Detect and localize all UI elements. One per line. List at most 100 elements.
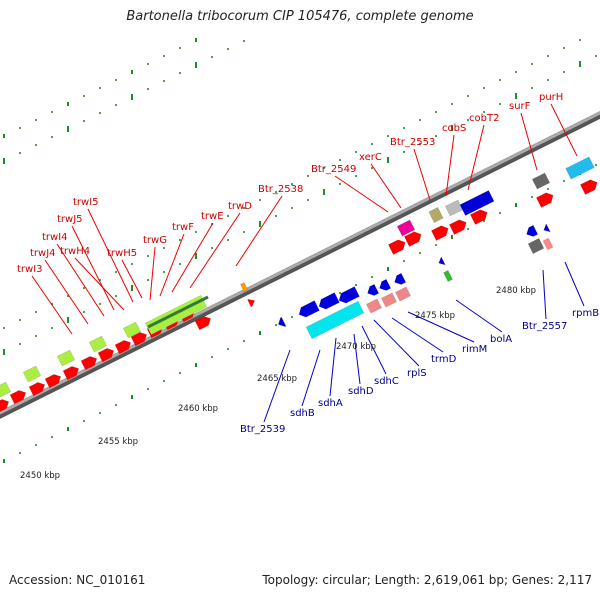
reverse-cds	[367, 283, 380, 296]
forward-cds	[431, 225, 449, 241]
leader-line	[455, 299, 503, 333]
leader-line	[520, 112, 538, 171]
leader-lines-layer	[31, 103, 585, 423]
reverse-cds-shape	[318, 292, 340, 310]
scale-tick-label: 2455 kbp	[98, 437, 138, 447]
reverse-cds	[394, 272, 407, 285]
gene-block	[565, 156, 595, 180]
forward-cds	[388, 239, 406, 255]
map-title: Bartonella tribocorum CIP 105476, comple…	[126, 9, 474, 24]
gene-block	[88, 335, 108, 353]
gene-block	[428, 207, 444, 223]
gene-block-cyan-shape	[305, 300, 365, 340]
gene-label-top: Btr_2549	[311, 164, 356, 175]
reverse-cds-shape	[438, 256, 446, 266]
leader-line	[467, 124, 485, 191]
leader-line	[74, 257, 125, 311]
leader-line	[171, 222, 214, 293]
gene-block	[459, 190, 495, 216]
forward-cds-shape	[0, 399, 10, 414]
reverse-cds	[438, 256, 446, 266]
forward-cds	[97, 348, 115, 363]
gene-label-bottom: bolA	[490, 334, 512, 345]
gene-label-top: Btr_2553	[390, 137, 435, 148]
leader-line	[121, 259, 143, 299]
gene-block-shape	[531, 172, 551, 190]
gene-block-green	[443, 270, 453, 282]
gene-block	[0, 381, 12, 399]
gene-label-top: trwG	[143, 235, 167, 246]
gene-block-shape	[22, 365, 42, 383]
gene-block-pink	[366, 298, 382, 314]
gene-label-top: trwH4	[60, 246, 90, 257]
gene-block-green-shape	[443, 270, 453, 282]
reverse-cds-shape	[526, 224, 539, 237]
gene-label-top: trwI5	[73, 197, 99, 208]
forward-cds	[194, 316, 212, 331]
genome-axis-shadow	[0, 111, 600, 419]
leader-line	[329, 337, 337, 397]
forward-cds	[247, 299, 256, 308]
gene-block-cyan	[305, 300, 365, 340]
gene-label-top: trwF	[172, 222, 194, 233]
scale-tick-label: 2475 kbp	[415, 311, 455, 321]
gene-block-shape	[428, 207, 444, 223]
forward-cds	[580, 179, 598, 195]
gene-block	[542, 237, 554, 251]
reverse-cds	[543, 223, 551, 233]
gene-label-top: xerC	[359, 152, 382, 163]
reverse-cds	[526, 224, 539, 237]
gene-label-bottom: Btr_2557	[522, 321, 567, 332]
forward-cds-shape	[247, 299, 256, 308]
forward-cds	[0, 399, 10, 414]
gene-label-top: trwH5	[107, 248, 137, 259]
forward-cds-shape	[580, 179, 598, 195]
forward-cds	[28, 382, 46, 397]
gene-block	[444, 199, 464, 217]
gene-block-pink	[395, 286, 411, 302]
gene-block-shape	[396, 219, 416, 237]
gene-block	[22, 365, 42, 383]
gene-block-shape	[565, 156, 595, 180]
leader-line	[301, 349, 321, 407]
gene-block	[122, 321, 142, 339]
gene-block-shape	[88, 335, 108, 353]
forward-cds-shape	[44, 374, 62, 389]
tick-dots-layer	[3, 38, 597, 463]
gene-block-shape	[459, 190, 495, 216]
leader-line	[149, 246, 156, 301]
gene-block-shape	[527, 238, 545, 254]
forward-cds-shape	[28, 382, 46, 397]
forward-cds-shape	[194, 316, 212, 331]
feature-layer	[0, 156, 598, 414]
gene-label-bottom: rplS	[407, 368, 427, 379]
forward-cds	[536, 192, 554, 208]
forward-cds-shape	[536, 192, 554, 208]
leader-line	[564, 261, 585, 307]
forward-cds-shape	[9, 390, 27, 405]
gene-label-top: cobT2	[469, 113, 499, 124]
reverse-cds-shape	[543, 223, 551, 233]
forward-cds	[449, 219, 467, 235]
leader-line	[353, 333, 361, 385]
reverse-cds-shape	[298, 300, 320, 318]
leader-line	[370, 163, 402, 209]
scale-tick-label: 2470 kbp	[336, 342, 376, 352]
leader-line	[334, 175, 389, 213]
leader-line	[159, 233, 185, 297]
gene-block-stripe	[147, 295, 209, 329]
gene-block-shape	[542, 237, 554, 251]
forward-cds-shape	[97, 348, 115, 363]
leader-line	[542, 269, 547, 320]
forward-cds-shape	[404, 231, 422, 247]
gene-label-bottom: sdhA	[318, 398, 343, 409]
forward-cds	[80, 356, 98, 371]
gene-label-top: cobS	[442, 123, 466, 134]
leader-line	[445, 134, 455, 197]
gene-label-bottom: trmD	[431, 354, 457, 365]
gene-block-pink	[381, 292, 397, 308]
forward-cds	[130, 332, 148, 347]
leader-line	[56, 243, 105, 317]
reverse-cds-shape	[338, 286, 360, 304]
